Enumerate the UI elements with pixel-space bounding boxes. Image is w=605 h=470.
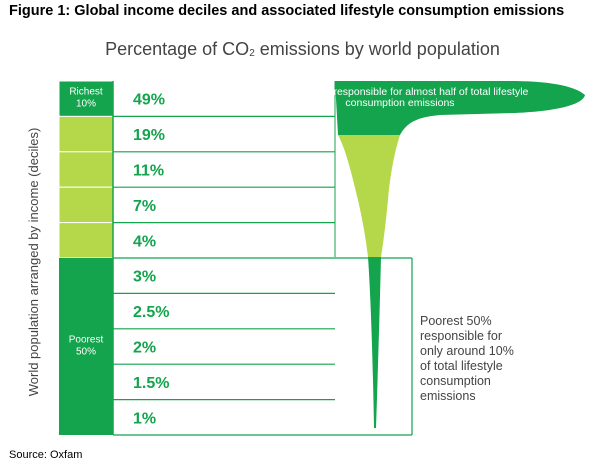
value-label: 4% (133, 233, 156, 250)
funnel-middle (338, 135, 400, 257)
poorest-group-box (59, 258, 113, 435)
decile-box (58, 115, 114, 153)
value-label: 49% (133, 92, 165, 109)
poorest-annotation: of total lifestyle (420, 359, 503, 373)
funnel-stem (368, 257, 381, 428)
figure-title: Figure 1: Global income deciles and asso… (9, 3, 565, 19)
poorest-annotation: consumption (420, 374, 491, 388)
decile-box (58, 222, 114, 259)
source-note: Source: Oxfam (9, 449, 83, 461)
richest-annotation: consumption emissions (345, 97, 454, 109)
richest-annotation: Richest 10% responsible for almost half … (272, 86, 529, 98)
decile-box (58, 186, 114, 224)
chart-subtitle: Percentage of CO2 emissions by world pop… (0, 39, 605, 60)
y-axis-label: World population arranged by income (dec… (26, 128, 41, 397)
value-label: 2.5% (133, 304, 169, 321)
chart-subtitle-subscript: 2 (249, 48, 255, 59)
value-label: 11% (133, 163, 164, 180)
poorest-annotation: only around 10% (420, 344, 514, 358)
funnel-top-band (335, 81, 585, 135)
poorest-group-label: Poorest (69, 335, 104, 346)
chart-subtitle-main: Percentage of CO (105, 39, 250, 59)
poorest-annotation: Poorest 50% (420, 314, 492, 328)
value-label: 1.5% (133, 375, 169, 392)
richest-group-label: 10% (76, 99, 96, 110)
value-label: 2% (133, 340, 156, 357)
value-label: 1% (133, 410, 156, 427)
poorest-annotation: emissions (420, 389, 476, 403)
value-label: 3% (133, 269, 156, 286)
poorest-annotation: responsible for (420, 329, 502, 343)
richest-group-label: Richest (69, 87, 103, 98)
poorest-group-label: 50% (76, 347, 96, 358)
chart-subtitle-rest: emissions by world population (254, 39, 500, 59)
decile-box (58, 151, 114, 188)
value-label: 19% (133, 127, 165, 144)
value-label: 7% (133, 198, 156, 215)
